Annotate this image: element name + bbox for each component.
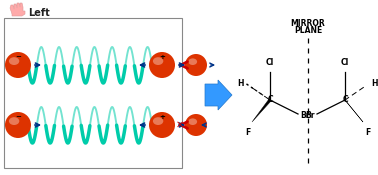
Polygon shape — [252, 99, 271, 122]
Text: F: F — [245, 128, 250, 137]
Text: Cl: Cl — [341, 58, 349, 67]
Ellipse shape — [185, 114, 207, 136]
Ellipse shape — [9, 117, 19, 125]
Text: H: H — [371, 79, 378, 88]
Text: −: − — [15, 54, 21, 60]
Polygon shape — [344, 99, 363, 122]
Polygon shape — [10, 3, 25, 16]
Text: MIRROR: MIRROR — [291, 19, 325, 28]
Ellipse shape — [185, 54, 207, 76]
Ellipse shape — [153, 117, 163, 125]
Text: Br: Br — [305, 111, 315, 121]
Ellipse shape — [149, 52, 175, 78]
Ellipse shape — [188, 118, 197, 125]
Ellipse shape — [5, 112, 31, 138]
Bar — [4, 18, 182, 168]
Text: Left: Left — [28, 8, 50, 18]
Text: PLANE: PLANE — [294, 26, 322, 35]
Text: C: C — [342, 96, 348, 104]
Text: H: H — [237, 79, 244, 88]
Text: +: + — [159, 114, 165, 120]
Ellipse shape — [9, 57, 19, 65]
Ellipse shape — [149, 112, 175, 138]
Text: Br: Br — [300, 111, 310, 121]
Text: F: F — [365, 128, 370, 137]
Ellipse shape — [188, 58, 197, 65]
Text: +: + — [159, 54, 165, 60]
Ellipse shape — [5, 52, 31, 78]
Text: ✕: ✕ — [176, 120, 184, 130]
Text: −: − — [15, 114, 21, 120]
FancyArrow shape — [205, 80, 232, 110]
Ellipse shape — [153, 57, 163, 65]
Text: Cl: Cl — [266, 58, 274, 67]
Text: C: C — [267, 96, 273, 104]
